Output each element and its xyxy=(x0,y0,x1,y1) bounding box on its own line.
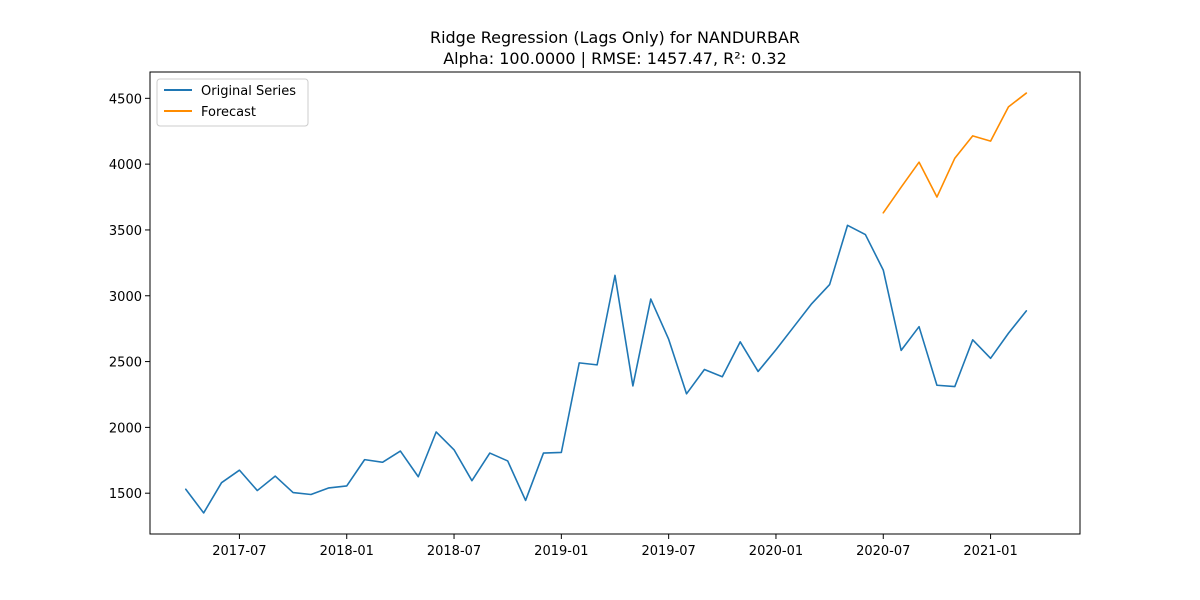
y-tick-label: 1500 xyxy=(109,487,142,502)
x-tick-label: 2018-01 xyxy=(320,544,374,559)
x-tick-label: 2019-07 xyxy=(641,544,695,559)
x-tick-label: 2017-07 xyxy=(212,544,266,559)
x-tick-label: 2018-07 xyxy=(427,544,481,559)
plot-frame xyxy=(149,71,1081,535)
x-axis: 2017-07 2018-01 2018-07 2019-01 2019-07 2020-… xyxy=(212,534,1018,559)
y-tick-label: 2000 xyxy=(109,421,142,436)
chart-subtitle: Alpha: 100.0000 | RMSE: 1457.47, R²: 0.3… xyxy=(443,49,787,68)
y-tick-label: 2500 xyxy=(109,356,142,371)
legend: Original Series Forecast xyxy=(156,78,309,127)
x-tick-label: 2019-01 xyxy=(534,544,588,559)
legend-box xyxy=(156,78,309,127)
legend-label-forecast: Forecast xyxy=(201,105,256,120)
y-tick-label: 3500 xyxy=(109,224,142,239)
y-axis: 1500 2000 2500 3000 3500 4000 4500 xyxy=(109,92,150,502)
x-tick-label: 2020-07 xyxy=(856,544,910,559)
y-tick-label: 3000 xyxy=(109,290,142,305)
legend-label-original: Original Series xyxy=(201,84,296,99)
series-line-forecast xyxy=(882,92,1028,214)
x-tick-label: 2021-01 xyxy=(963,544,1017,559)
y-tick-label: 4000 xyxy=(109,158,142,173)
x-tick-label: 2020-01 xyxy=(749,544,803,559)
chart-title: Ridge Regression (Lags Only) for NANDURB… xyxy=(430,28,800,47)
series-layer xyxy=(184,92,1028,514)
series-line-original xyxy=(184,224,1028,514)
y-tick-label: 4500 xyxy=(109,92,142,107)
